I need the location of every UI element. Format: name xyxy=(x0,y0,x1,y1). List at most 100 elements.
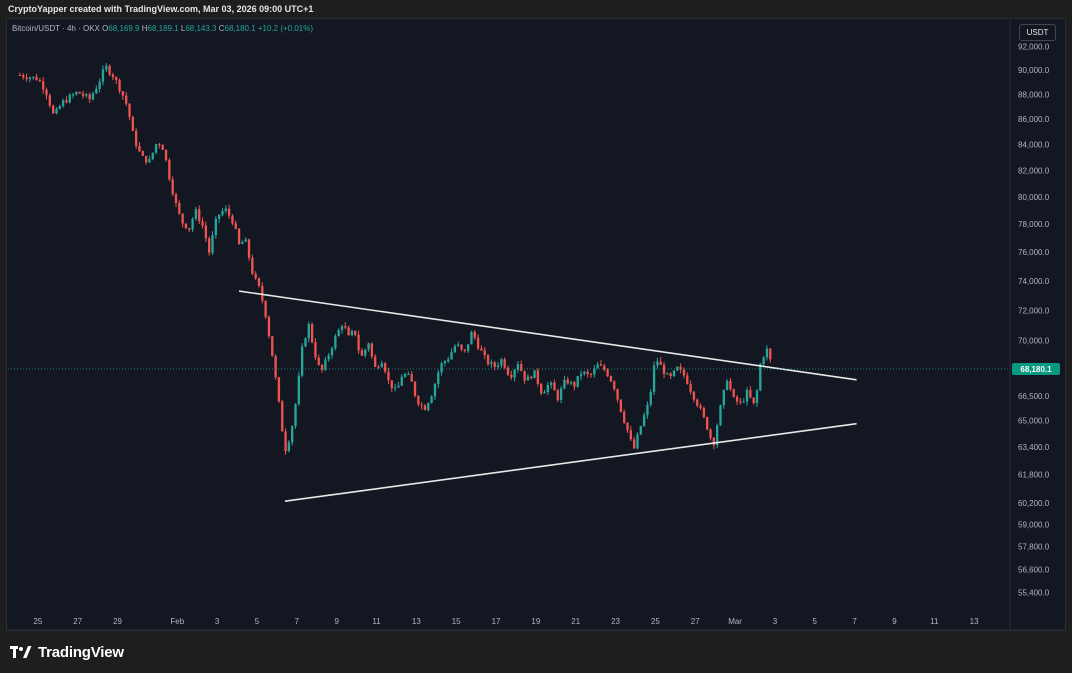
footer-bar: TradingView xyxy=(0,631,1072,673)
price-tick-label: 59,000.0 xyxy=(1018,521,1050,530)
candle-body xyxy=(500,359,503,366)
candle-body xyxy=(739,401,742,403)
candle-body xyxy=(642,415,646,427)
candle-body xyxy=(706,417,709,430)
candle-body xyxy=(217,214,221,219)
attribution-text: CryptoYapper created with TradingView.co… xyxy=(8,4,314,14)
candle-body xyxy=(543,392,546,394)
candle-body xyxy=(450,352,453,360)
price-tick-label: 70,000.0 xyxy=(1018,337,1050,346)
tradingview-wordmark: TradingView xyxy=(38,643,124,661)
open-value: 68,169.9 xyxy=(108,24,140,33)
candle-body xyxy=(427,403,430,411)
price-tick-label: 80,000.0 xyxy=(1018,193,1050,202)
price-tick-label: 66,500.0 xyxy=(1018,392,1050,401)
candle-body xyxy=(164,149,168,161)
candle-body xyxy=(569,382,573,384)
candle-body xyxy=(334,336,337,349)
candle-body xyxy=(516,364,520,370)
candle-body xyxy=(25,77,28,80)
candle-body xyxy=(576,376,579,387)
time-tick-label: 29 xyxy=(113,617,122,626)
candle-body xyxy=(144,155,148,163)
candle-body xyxy=(679,366,682,370)
time-tick-label: 9 xyxy=(334,617,339,626)
candle-body xyxy=(281,401,284,432)
candle-body xyxy=(466,344,470,351)
price-tick-label: 72,000.0 xyxy=(1018,306,1050,315)
price-tick-label: 60,200.0 xyxy=(1018,499,1050,508)
candle-body xyxy=(148,159,151,163)
last-price-badge xyxy=(1012,363,1060,376)
change-value: +10.2 (+0.01%) xyxy=(257,24,314,33)
time-tick-label: 15 xyxy=(452,617,461,626)
candle-body xyxy=(198,209,201,222)
price-tick-label: 56,600.0 xyxy=(1018,565,1050,574)
attribution-bar: CryptoYapper created with TradingView.co… xyxy=(0,0,1072,18)
candle-body xyxy=(692,391,696,400)
candle-body xyxy=(623,411,626,423)
symbol-label[interactable]: Bitcoin/USDT · 4h · OKX xyxy=(12,24,100,33)
candle-body xyxy=(188,228,191,230)
candle-body xyxy=(686,375,689,385)
candle-body xyxy=(85,94,88,96)
candle-body xyxy=(178,202,181,214)
candle-body xyxy=(463,349,466,351)
candle-body xyxy=(759,364,762,391)
candle-body xyxy=(18,75,22,77)
candle-body xyxy=(158,144,161,146)
candle-body xyxy=(752,397,755,404)
candle-body xyxy=(765,348,769,358)
candle-body xyxy=(762,357,765,365)
candle-body xyxy=(254,273,257,279)
candle-body xyxy=(506,367,510,375)
candle-body xyxy=(423,405,427,411)
candle-body xyxy=(689,384,692,392)
candle-body xyxy=(573,382,576,387)
candle-body xyxy=(95,88,98,94)
last-price-label: 68,180.1 xyxy=(1020,365,1052,374)
time-tick-label: 27 xyxy=(73,617,82,626)
candle-body xyxy=(184,223,188,229)
candle-body xyxy=(75,91,78,95)
candle-body xyxy=(264,300,267,318)
price-tick-label: 63,400.0 xyxy=(1018,443,1050,452)
candle-body xyxy=(626,422,629,431)
candle-body xyxy=(407,374,410,376)
candle-body xyxy=(616,389,619,400)
candle-body xyxy=(38,80,42,82)
candle-body xyxy=(211,235,214,253)
candle-body xyxy=(457,344,460,347)
candle-body xyxy=(360,350,364,356)
price-tick-label: 55,400.0 xyxy=(1018,588,1050,597)
candle-body xyxy=(513,369,516,378)
candle-body xyxy=(208,238,211,253)
time-tick-label: 7 xyxy=(295,617,300,626)
candle-body xyxy=(101,69,105,82)
candle-body xyxy=(609,376,613,382)
candle-body xyxy=(241,241,244,244)
candle-body xyxy=(224,208,227,212)
candle-body xyxy=(28,77,32,80)
price-tick-label: 57,800.0 xyxy=(1018,543,1050,552)
symbol-legend: Bitcoin/USDT · 4h · OKX O68,169.9 H68,18… xyxy=(12,24,313,33)
candle-body xyxy=(307,323,310,339)
time-tick-label: Feb xyxy=(170,617,184,626)
candle-body xyxy=(377,366,380,368)
candle-body xyxy=(324,359,327,370)
candle-body xyxy=(596,364,599,369)
candle-body xyxy=(632,439,636,449)
candle-body xyxy=(300,346,304,376)
time-tick-label: 11 xyxy=(930,617,939,626)
price-tick-label: 82,000.0 xyxy=(1018,166,1050,175)
candle-body xyxy=(115,77,118,80)
currency-button[interactable]: USDT xyxy=(1019,24,1056,41)
candle-body xyxy=(652,365,656,392)
candle-body xyxy=(204,225,208,239)
candle-body xyxy=(141,151,144,156)
candle-body xyxy=(493,362,496,368)
time-tick-label: Mar xyxy=(728,617,742,626)
tradingview-logo[interactable]: TradingView xyxy=(10,641,124,663)
candle-body xyxy=(191,218,194,230)
